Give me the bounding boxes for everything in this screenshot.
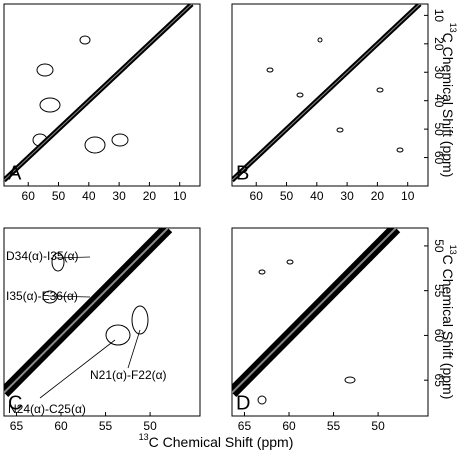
- x-tick-label: 30: [112, 189, 126, 203]
- y-tick-label: 30: [432, 66, 446, 80]
- annotation: N21(α)-F22(α): [90, 368, 167, 382]
- label-text: C Chemical Shift (ppm): [440, 255, 456, 400]
- x-tick-label: 60: [54, 419, 68, 433]
- y-tick-label: 60: [432, 329, 446, 343]
- x-tick-label: 40: [310, 189, 324, 203]
- label-superscript: 13: [139, 432, 149, 442]
- x-tick-label: 60: [250, 189, 264, 203]
- x-tick-label: 10: [173, 189, 187, 203]
- y-tick-label: 40: [432, 94, 446, 108]
- annotation: I35(α)-E36(α): [6, 289, 78, 303]
- panel-frame: [231, 3, 429, 187]
- x-axis-label: 13C Chemical Shift (ppm): [139, 432, 294, 449]
- x-tick-label: 65: [10, 419, 24, 433]
- y-tick-label: 65: [432, 374, 446, 388]
- x-tick-label: 10: [401, 189, 415, 203]
- x-tick-label: 50: [52, 189, 66, 203]
- x-tick-label: 50: [371, 419, 385, 433]
- contour-blobs: [32, 35, 404, 405]
- y-tick-label: 10: [432, 9, 446, 23]
- y-tick-label: 50: [432, 122, 446, 136]
- panel-frame: [231, 227, 429, 417]
- annotation-leaders: [39, 256, 141, 399]
- x-tick-label: 20: [143, 189, 157, 203]
- y-axis-label: 13C Chemical Shift (ppm): [440, 245, 457, 400]
- x-tick-label: 60: [282, 419, 296, 433]
- x-tick-label: 55: [99, 419, 113, 433]
- panel-label: B: [236, 162, 249, 184]
- panel-label: A: [8, 162, 22, 184]
- x-tick-label: 20: [371, 189, 385, 203]
- diagonal-core: [4, 228, 169, 394]
- panel-frame: [3, 227, 201, 417]
- y-tick-label: 50: [432, 239, 446, 253]
- panel-frame: [3, 3, 201, 187]
- diagonal-core: [4, 4, 193, 181]
- annotation: N24(α)-C25(α): [8, 402, 86, 416]
- y-tick-label: 20: [432, 37, 446, 51]
- y-axis-label: 13C Chemical Shift (ppm): [440, 23, 457, 178]
- panel-label: D: [236, 392, 250, 414]
- panel-label: C: [8, 392, 22, 414]
- label-text: C Chemical Shift (ppm): [149, 434, 294, 450]
- label-text: C Chemical Shift (ppm): [440, 33, 456, 178]
- label-superscript: 13: [448, 23, 458, 33]
- x-tick-label: 55: [327, 419, 341, 433]
- label-superscript: 13: [448, 245, 458, 255]
- x-tick-label: 40: [82, 189, 96, 203]
- x-tick-label: 50: [143, 419, 157, 433]
- x-tick-label: 50: [280, 189, 294, 203]
- diagonal-core: [232, 228, 397, 394]
- x-tick-label: 60: [22, 189, 36, 203]
- annotation: D34(α)-I35(α): [6, 249, 79, 263]
- diagonal-core: [232, 4, 421, 181]
- y-tick-label: 60: [432, 151, 446, 165]
- x-tick-label: 30: [340, 189, 354, 203]
- x-tick-label: 65: [238, 419, 252, 433]
- y-tick-label: 55: [432, 284, 446, 298]
